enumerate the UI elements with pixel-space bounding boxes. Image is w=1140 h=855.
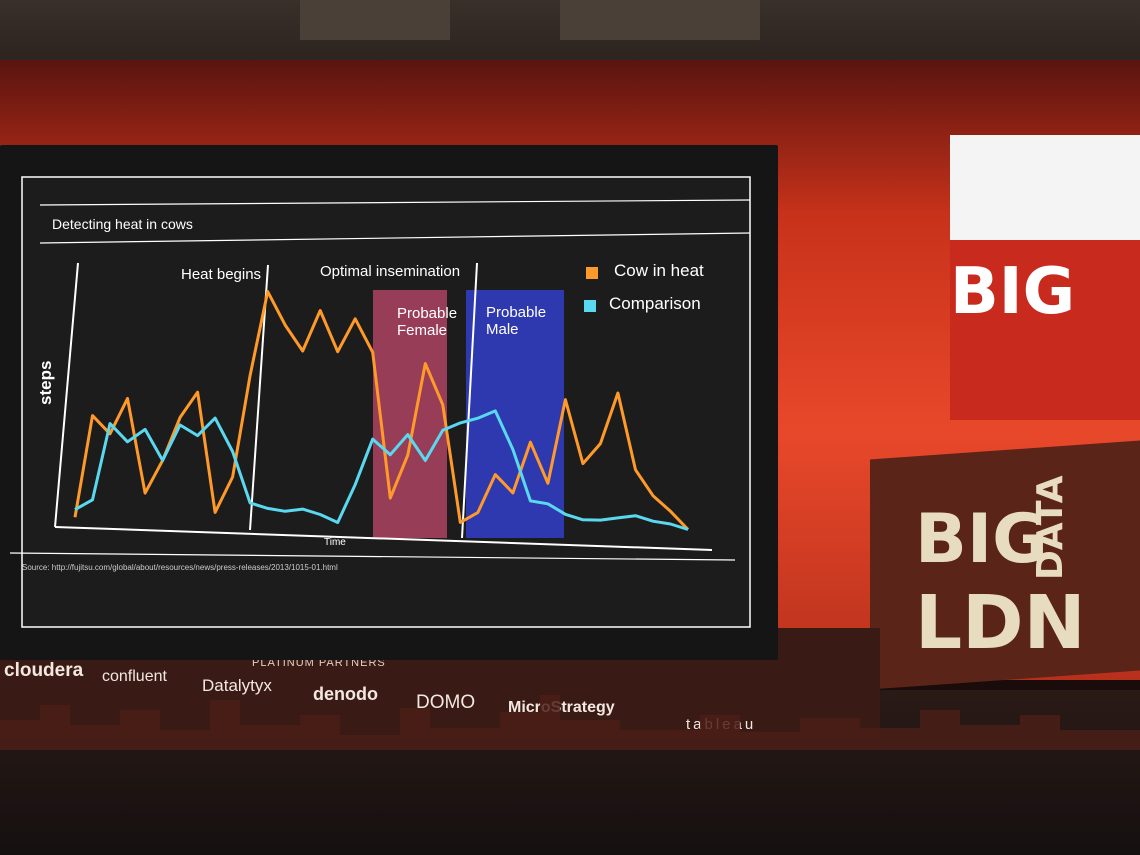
ceiling-panel (300, 0, 450, 40)
partner-logo: cloudera (4, 660, 84, 681)
partner-logo: MicroStrategy (508, 699, 615, 716)
optimal-insemination-line (461, 262, 478, 539)
partner-logo: denodo (313, 684, 378, 704)
slide-frame (9, 176, 751, 628)
event-logo-text: BIG (950, 255, 1076, 329)
ceiling-panel (560, 0, 760, 40)
annotation-text: Probable (397, 305, 458, 322)
annotation-text: Probable (486, 304, 547, 321)
event-logo-ldn-text: LDN (915, 580, 1086, 666)
y-axis-label: steps (36, 360, 55, 405)
slide-title: Detecting heat in cows (52, 216, 193, 232)
legend-swatch-cow-in-heat (586, 267, 598, 279)
annotation-text: Male (486, 321, 519, 338)
annotation-probable-female: Probable Female (397, 305, 457, 339)
legend-label: Cow in heat (614, 261, 704, 280)
source-citation: Source: http://fujitsu.com/global/about/… (22, 563, 338, 572)
annotation-optimal-insemination: Optimal insemination (320, 263, 461, 280)
city-skyline (0, 695, 1140, 750)
partner-logo: Datalytyx (202, 676, 272, 695)
annotation-heat-begins: Heat begins (181, 266, 262, 283)
projection-screen: Detecting heat in cows Heat begins Optim… (0, 145, 778, 660)
legend-label: Comparison (609, 294, 701, 313)
legend-swatch-comparison (584, 300, 596, 312)
partner-logo: confluent (102, 668, 167, 685)
probable-male-region (466, 290, 564, 538)
event-logo-data-text: DATA (1030, 475, 1071, 580)
probable-female-region (373, 290, 447, 538)
event-logo-panel-white (950, 135, 1140, 240)
series-line-cow-in-heat (73, 290, 690, 531)
partners-title: PLATINUM PARTNERS (252, 657, 386, 669)
series-line-comparison (74, 409, 689, 531)
event-logo-panel-red: BIG (950, 240, 1140, 420)
annotation-probable-male: Probable Male (486, 304, 546, 338)
event-logo-big-text: BIG (915, 500, 1048, 579)
x-axis-label: Time (324, 537, 346, 548)
partner-logo: DOMO (416, 692, 476, 713)
annotation-text: Female (397, 322, 448, 339)
